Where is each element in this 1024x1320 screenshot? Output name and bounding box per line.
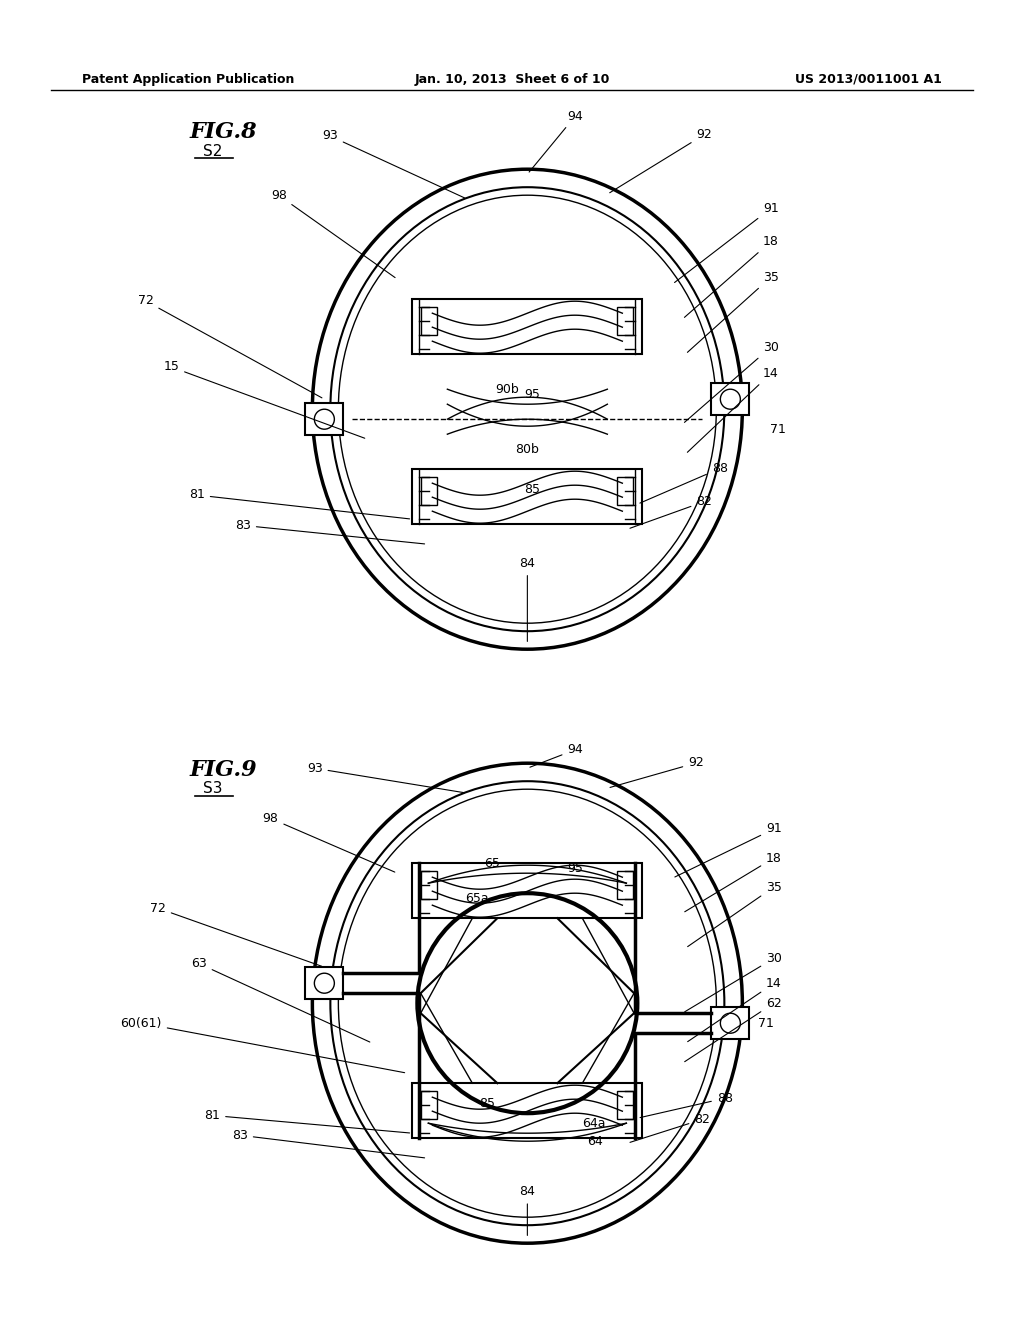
Bar [305,968,343,999]
Text: 91: 91 [675,822,781,876]
Text: 65: 65 [484,857,501,870]
Text: 83: 83 [234,519,425,544]
Text: 65a: 65a [466,892,489,904]
Bar [421,871,437,899]
Text: 94: 94 [530,743,583,767]
Bar [421,308,437,335]
Text: 88: 88 [640,462,728,503]
Text: Jan. 10, 2013  Sheet 6 of 10: Jan. 10, 2013 Sheet 6 of 10 [415,73,609,86]
Bar [617,478,634,506]
Text: 72: 72 [150,902,322,966]
Text: 93: 93 [323,129,465,198]
Text: 94: 94 [529,110,583,172]
Text: 98: 98 [270,189,395,277]
Text: S3: S3 [203,780,222,796]
Text: 95: 95 [524,388,541,401]
Text: 30: 30 [685,952,782,1011]
Text: S2: S2 [203,144,222,160]
Text: 95: 95 [567,862,584,875]
Text: 64: 64 [588,1135,603,1147]
Text: 91: 91 [675,202,778,282]
Text: 81: 81 [188,488,410,519]
Text: 85: 85 [479,1097,496,1110]
Text: 64a: 64a [583,1117,606,1130]
Text: 18: 18 [684,235,779,317]
Text: 83: 83 [231,1129,425,1158]
Text: 71: 71 [770,422,786,436]
Text: 85: 85 [524,483,541,496]
Text: 62: 62 [685,997,781,1061]
Text: 71: 71 [759,1016,774,1030]
Text: 60(61): 60(61) [121,1016,404,1073]
Text: 84: 84 [519,1185,536,1236]
Bar [712,383,750,416]
Text: 98: 98 [262,812,395,873]
Text: 35: 35 [688,880,782,946]
Text: FIG.9: FIG.9 [189,759,257,780]
Text: 18: 18 [685,851,782,912]
Bar [413,469,642,524]
Text: 81: 81 [204,1109,410,1133]
Text: 15: 15 [163,360,365,438]
Text: 88: 88 [640,1092,733,1118]
Text: 14: 14 [688,977,781,1041]
Text: 72: 72 [137,294,322,397]
Bar [421,1092,437,1119]
Bar [413,863,642,919]
Text: 82: 82 [630,495,713,528]
Text: 84: 84 [519,557,536,642]
Text: 92: 92 [610,756,703,788]
Text: 14: 14 [687,367,778,453]
Text: 90b: 90b [496,383,519,396]
Text: 92: 92 [609,128,712,193]
Bar [617,871,634,899]
Text: 82: 82 [630,1113,711,1142]
Text: 80b: 80b [515,442,540,455]
Text: 93: 93 [307,762,465,793]
Bar [617,1092,634,1119]
Text: 30: 30 [684,341,779,422]
Text: US 2013/0011001 A1: US 2013/0011001 A1 [796,73,942,86]
Text: 63: 63 [191,957,370,1041]
Text: FIG.8: FIG.8 [189,121,257,143]
Text: Patent Application Publication: Patent Application Publication [82,73,294,86]
Bar [617,308,634,335]
Bar [712,1007,750,1039]
Text: 35: 35 [687,271,779,352]
Bar [421,478,437,506]
Bar [305,403,343,436]
Bar [413,300,642,354]
Bar [413,1084,642,1138]
